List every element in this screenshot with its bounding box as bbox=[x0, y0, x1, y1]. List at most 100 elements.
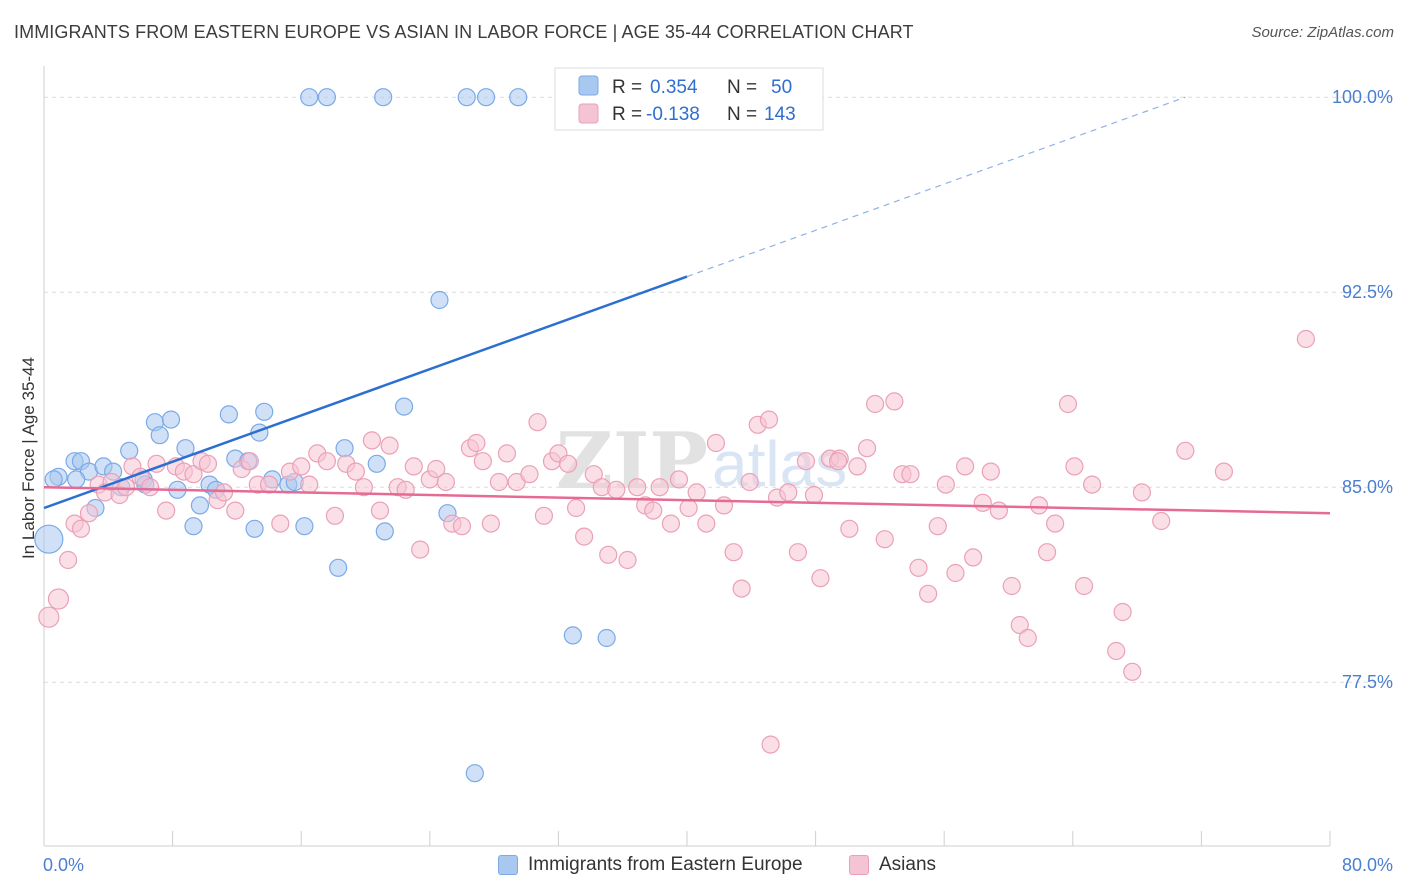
points-layer bbox=[34, 88, 1315, 783]
asians-point-79 bbox=[706, 433, 726, 453]
asians-point-27 bbox=[259, 475, 279, 494]
asians-point-110 bbox=[981, 462, 1000, 481]
asians-point-122 bbox=[1107, 641, 1126, 661]
asians-point-115 bbox=[1029, 496, 1049, 515]
asians-point-104 bbox=[928, 517, 947, 536]
asians-point-20 bbox=[198, 454, 218, 473]
asians-point-89 bbox=[796, 452, 816, 471]
trend-line-asians bbox=[43, 485, 1331, 515]
asians-point-18 bbox=[184, 465, 203, 484]
asians-point-38 bbox=[362, 431, 382, 450]
eastern-europe-point-0 bbox=[34, 524, 64, 554]
asians-point-13 bbox=[140, 478, 160, 497]
asians-point-57 bbox=[520, 465, 539, 484]
asians-point-5 bbox=[79, 504, 99, 523]
asians-point-116 bbox=[1037, 543, 1057, 562]
asians-point-51 bbox=[467, 433, 486, 453]
chart-title: IMMIGRANTS FROM EASTERN EUROPE VS ASIAN … bbox=[14, 22, 914, 42]
eastern-europe-point-42 bbox=[465, 764, 484, 783]
asians-point-25 bbox=[240, 452, 259, 471]
asians-point-54 bbox=[489, 472, 509, 492]
asians-point-90 bbox=[804, 485, 824, 505]
asians-point-98 bbox=[875, 530, 894, 549]
legend-item-asians[interactable]: Asians bbox=[849, 852, 936, 878]
asians-point-72 bbox=[644, 501, 663, 520]
stats-legend-box bbox=[554, 67, 824, 131]
asians-point-95 bbox=[848, 457, 867, 476]
legend-item-eastern-europe[interactable]: Immigrants from Eastern Europe bbox=[498, 852, 803, 878]
eastern-europe-point-41 bbox=[457, 88, 476, 107]
asians-point-37 bbox=[354, 478, 373, 497]
asians-point-124 bbox=[1123, 662, 1142, 681]
stats-n-label-asians: N = bbox=[727, 104, 757, 125]
eastern-europe-point-36 bbox=[375, 522, 394, 541]
trend-layer bbox=[43, 96, 1331, 515]
stats-legend: R = 0.354 N = 50 R = -0.138 N = 143 bbox=[554, 67, 824, 131]
asians-point-87 bbox=[779, 483, 798, 502]
x-tick-min: 0.0% bbox=[43, 855, 84, 875]
legend-label-eastern-europe: Immigrants from Eastern Europe bbox=[528, 854, 803, 875]
eastern-europe-point-48 bbox=[67, 470, 86, 489]
eastern-europe-point-18 bbox=[190, 496, 210, 515]
eastern-europe-point-33 bbox=[329, 558, 348, 577]
asians-point-78 bbox=[697, 514, 716, 533]
asians-point-43 bbox=[404, 457, 423, 476]
asians-point-112 bbox=[1002, 576, 1021, 596]
asians-point-67 bbox=[599, 545, 618, 564]
asians-point-126 bbox=[1152, 511, 1171, 531]
eastern-europe-point-31 bbox=[300, 88, 319, 107]
eastern-europe-point-14 bbox=[161, 410, 181, 429]
asians-point-62 bbox=[558, 454, 578, 473]
asians-point-83 bbox=[740, 472, 759, 492]
legend-swatch-asians bbox=[849, 855, 869, 875]
asians-point-125 bbox=[1132, 483, 1152, 502]
asians-point-23 bbox=[226, 501, 245, 520]
y-tick-label-0: 100.0% bbox=[1332, 87, 1393, 107]
asians-point-96 bbox=[857, 439, 877, 458]
stats-n-eastern-europe: 50 bbox=[771, 77, 792, 98]
asians-point-97 bbox=[865, 394, 885, 414]
asians-point-74 bbox=[661, 514, 681, 533]
asians-point-81 bbox=[724, 543, 743, 562]
asians-point-117 bbox=[1046, 514, 1065, 533]
asians-point-59 bbox=[534, 506, 554, 525]
asians-point-129 bbox=[1296, 329, 1315, 349]
asians-point-46 bbox=[427, 459, 446, 479]
trend-line-eastern-europe bbox=[43, 275, 688, 510]
asians-point-55 bbox=[497, 444, 517, 463]
asians-point-40 bbox=[380, 436, 399, 455]
asians-point-109 bbox=[973, 493, 992, 512]
eastern-europe-point-13 bbox=[150, 426, 169, 445]
x-tick-max: 80.0% bbox=[1342, 855, 1393, 875]
asians-point-39 bbox=[370, 501, 390, 520]
asians-point-15 bbox=[157, 501, 176, 520]
asians-point-101 bbox=[901, 465, 920, 484]
asians-point-34 bbox=[325, 506, 345, 525]
asians-point-120 bbox=[1074, 576, 1094, 596]
y-tick-label-3: 77.5% bbox=[1342, 672, 1393, 692]
eastern-europe-point-47 bbox=[597, 628, 616, 648]
asians-point-94 bbox=[840, 519, 859, 538]
asians-point-44 bbox=[411, 540, 430, 559]
eastern-europe-point-35 bbox=[367, 454, 386, 473]
asians-point-103 bbox=[919, 584, 938, 603]
y-tick-label-1: 92.5% bbox=[1342, 282, 1393, 302]
asians-point-99 bbox=[885, 392, 904, 411]
asians-point-52 bbox=[473, 452, 492, 471]
y-axis-label: In Labor Force | Age 35-44 bbox=[19, 357, 38, 559]
asians-point-22 bbox=[214, 483, 234, 502]
asians-point-102 bbox=[909, 558, 928, 577]
legend-swatch-eastern-europe bbox=[498, 855, 518, 875]
asians-point-33 bbox=[317, 452, 337, 471]
eastern-europe-point-49 bbox=[44, 470, 63, 489]
asians-point-88 bbox=[788, 543, 808, 562]
gridlines bbox=[44, 96, 1393, 683]
asians-point-53 bbox=[481, 514, 500, 533]
eastern-europe-point-44 bbox=[509, 88, 528, 107]
asians-point-47 bbox=[436, 472, 455, 492]
asians-point-113 bbox=[1010, 615, 1029, 635]
asians-point-69 bbox=[618, 550, 637, 570]
asians-point-68 bbox=[607, 480, 626, 499]
asians-point-77 bbox=[687, 483, 706, 502]
y-tick-labels: 100.0% 92.5% 85.0% 77.5% bbox=[1332, 87, 1393, 692]
